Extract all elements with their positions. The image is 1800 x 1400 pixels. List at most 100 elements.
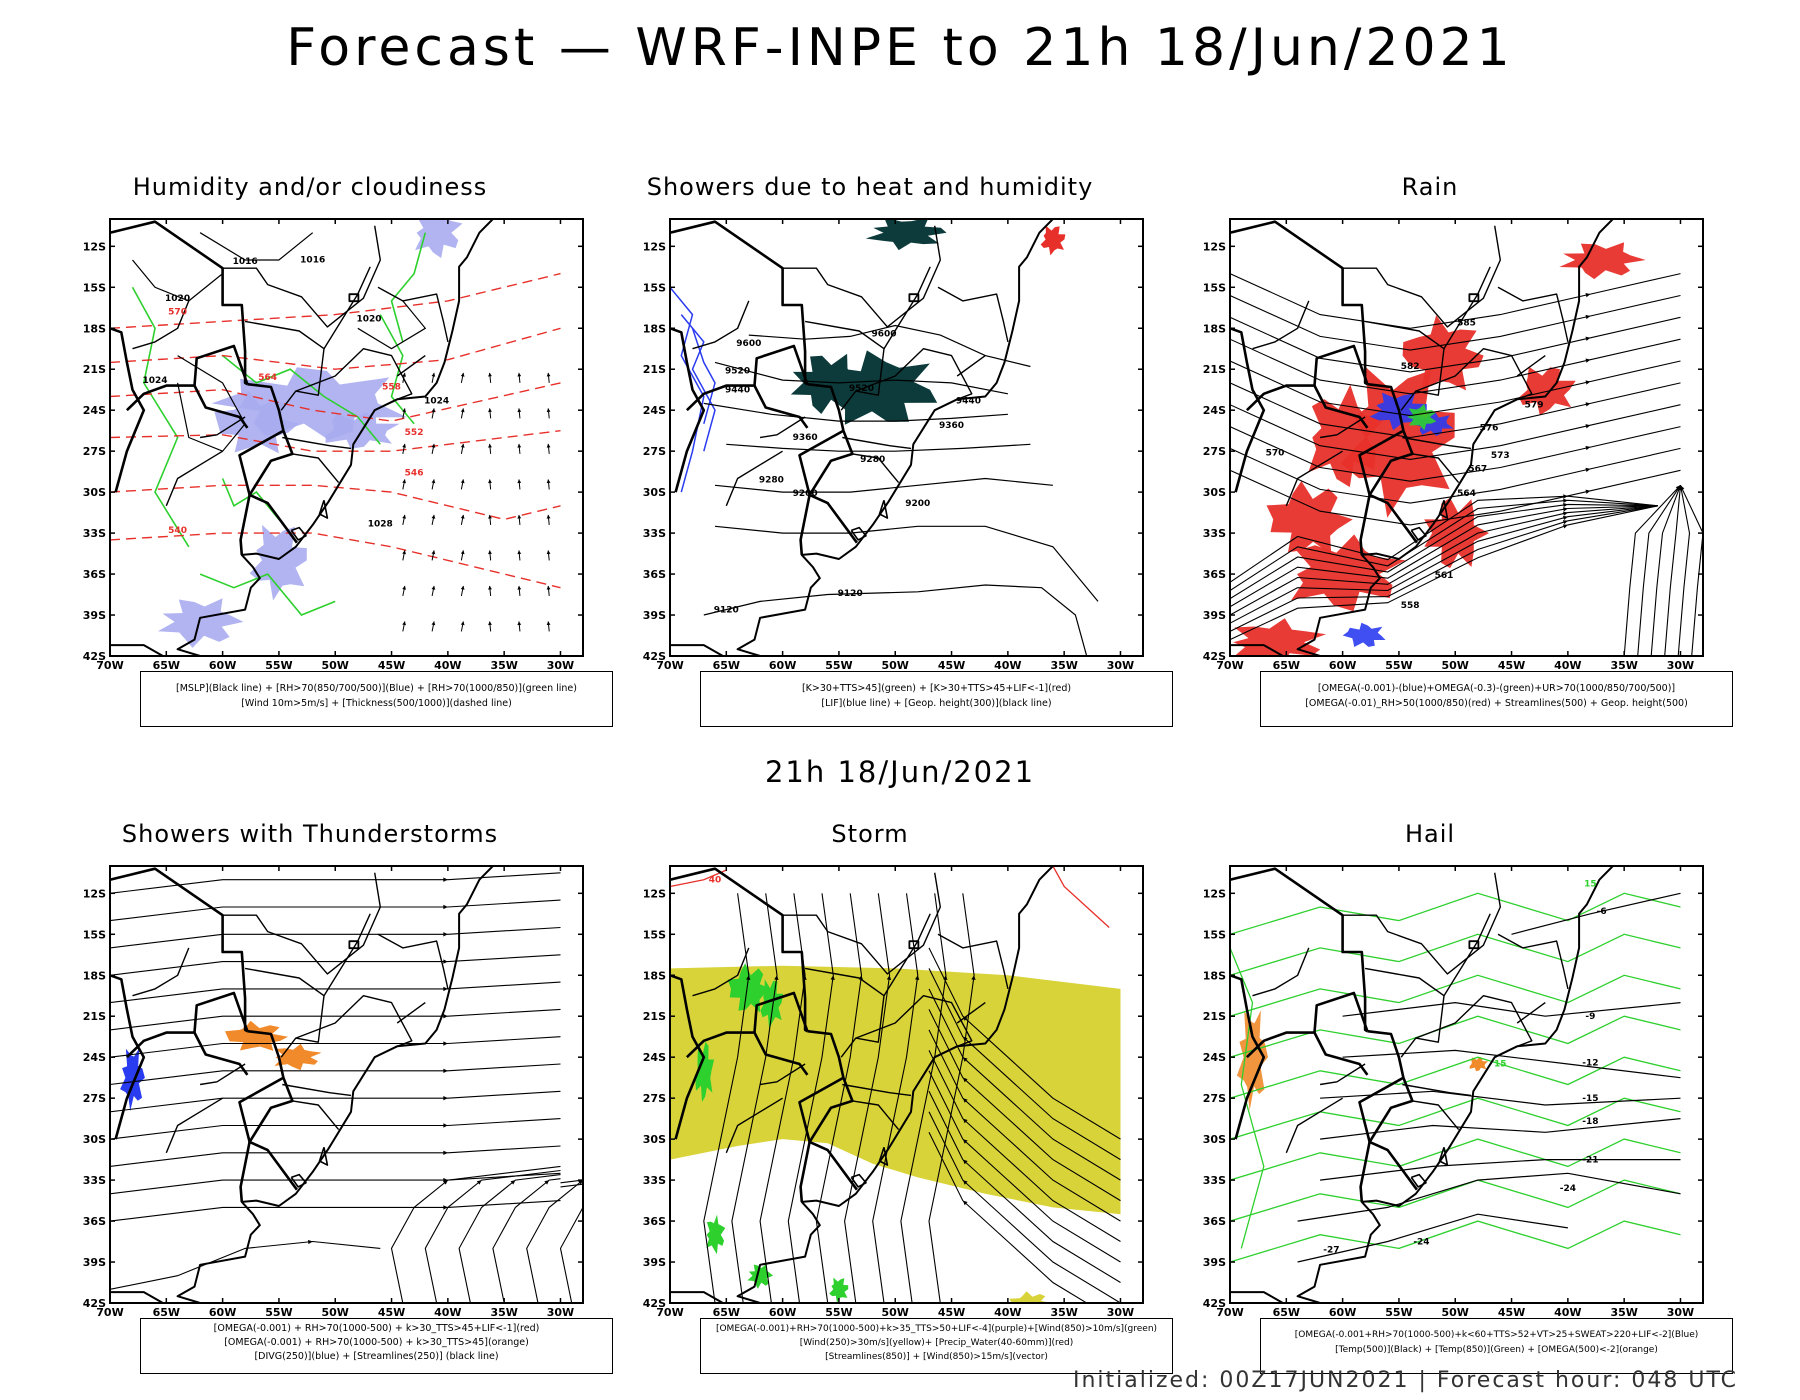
streamline <box>928 1009 1121 1202</box>
lake <box>1438 1147 1449 1166</box>
streamline <box>928 1111 1121 1303</box>
coastline <box>1230 644 1284 656</box>
federal-district <box>1468 293 1480 303</box>
country-border <box>1358 1076 1405 1203</box>
lat-tick-label: 24S <box>83 1051 106 1064</box>
wind-vector-head <box>431 443 436 448</box>
state-border <box>222 872 381 975</box>
streamline <box>110 1063 561 1086</box>
legend-line: [OMEGA(-0.001) + RH>70(1000-500) + k>30_… <box>224 1337 529 1348</box>
data-layer <box>1230 219 1703 656</box>
wind-vector-head <box>546 550 551 555</box>
lat-tick-label: 15S <box>643 281 666 294</box>
basemap-3 <box>110 866 494 1303</box>
wind-vector-head <box>488 514 492 519</box>
coastlines <box>110 866 494 1303</box>
lat-tick-label: 39S <box>643 1256 666 1269</box>
precip-water-contour <box>670 869 727 888</box>
contour-label: 540 <box>168 526 187 536</box>
lat-tick-label: 18S <box>1203 969 1226 982</box>
lon-tick-label: 35W <box>1610 659 1637 669</box>
state-border <box>377 286 449 343</box>
contour-label: -12 <box>1582 1058 1598 1068</box>
streamline <box>1677 485 1691 656</box>
state-border <box>804 320 885 411</box>
lon-tick-label: 30W <box>1667 1306 1694 1316</box>
lon-tick-label: 40W <box>1554 659 1581 669</box>
wind-vector-head <box>517 479 522 484</box>
wind-vector-head <box>546 479 551 484</box>
contour-label: 9200 <box>793 489 818 499</box>
country-border <box>1230 220 1369 386</box>
lon-tick-label: 65W <box>1273 1306 1300 1316</box>
wind850-green-area <box>695 1041 715 1103</box>
thickness-contour <box>110 272 561 329</box>
lon-tick-label: 50W <box>322 1306 349 1316</box>
wind-vector-head <box>402 550 407 555</box>
lake <box>1438 500 1449 519</box>
rh-green-contour <box>390 232 427 343</box>
temp850-contour <box>1230 1220 1681 1263</box>
lat-tick-label: 42S <box>643 1297 666 1310</box>
omega-red-area <box>1291 534 1406 612</box>
temp850-contour <box>1230 1138 1681 1181</box>
coastline <box>736 219 1054 656</box>
state-border <box>1342 225 1501 328</box>
legend-line: [Streamlines(850)] + [Wind(850)>15m/s](v… <box>825 1352 1048 1362</box>
geop-contour <box>714 361 1009 395</box>
streamline <box>928 1070 1121 1263</box>
map-frame <box>109 865 584 1304</box>
map-humidity: 1016 1016 1020 1020 1024 1024 1028 570 564 558 552… <box>83 218 584 669</box>
federal-district <box>1468 940 1480 950</box>
wind-vector-head <box>517 621 522 626</box>
contour-label: 9360 <box>939 421 964 431</box>
state-border <box>165 450 223 507</box>
legend-line: [OMEGA(-0.01)_RH>50(1000/850)(red) + Str… <box>1305 698 1688 709</box>
data-layer <box>670 866 1121 1303</box>
streamlines-850 <box>703 893 1121 1303</box>
lon-tick-label: 65W <box>153 1306 180 1316</box>
wind850-green-area <box>727 963 771 1013</box>
state-border <box>377 933 449 990</box>
lake <box>290 1173 307 1188</box>
contour-label: 585 <box>1457 319 1476 329</box>
legend-line: [Wind(250)>30m/s](yellow)+ [Precip_Water… <box>799 1338 1074 1348</box>
streamline <box>1230 495 1659 583</box>
map-frame <box>1229 865 1704 1304</box>
streamline-arrow <box>1585 402 1591 407</box>
country-border <box>110 867 249 1033</box>
wind-vector-head <box>517 408 522 413</box>
data-layer <box>110 219 561 656</box>
lon-tick-label: 30W <box>1667 659 1694 669</box>
country-border <box>1230 867 1369 1033</box>
wind-vector-head <box>402 443 407 448</box>
lat-tick-label: 36S <box>1203 568 1226 581</box>
lon-tick-label: 40W <box>1554 1306 1581 1316</box>
lat-tick-label: 39S <box>83 609 106 622</box>
legend-line: [LIF](blue line) + [Geop. height(300)](b… <box>821 698 1052 709</box>
wind-vector-head <box>460 479 465 484</box>
streamline-arrow <box>1562 515 1568 520</box>
lon-tick-label: 70W <box>1216 1306 1243 1316</box>
rh-green-contour <box>199 573 336 616</box>
state-border <box>1252 300 1310 350</box>
streamline-arrow <box>962 1139 968 1144</box>
streamline-arrow <box>1585 467 1591 473</box>
lat-tick-label: 24S <box>643 404 666 417</box>
panel-legend: [OMEGA(-0.001+RH>70(1000-500)+k<60+TTS>5… <box>1260 1318 1733 1374</box>
mslp-contour <box>177 355 246 452</box>
streamline <box>731 893 778 1303</box>
state-border <box>956 355 986 377</box>
state-border <box>804 967 885 1058</box>
lat-tick-label: 30S <box>1203 486 1226 499</box>
lon-tick-label: 50W <box>1442 1306 1469 1316</box>
streamline-arrow <box>443 959 448 964</box>
state-border <box>937 286 1009 343</box>
lat-tick-label: 30S <box>1203 1133 1226 1146</box>
contour-labels: 1016 1016 1020 1020 1024 1024 1028 570 564 558 552… <box>143 256 450 536</box>
contour-label: 552 <box>405 428 424 438</box>
streamlines-500 <box>1230 273 1703 656</box>
coastlines <box>1230 219 1614 656</box>
rh-green-contour <box>221 478 280 520</box>
